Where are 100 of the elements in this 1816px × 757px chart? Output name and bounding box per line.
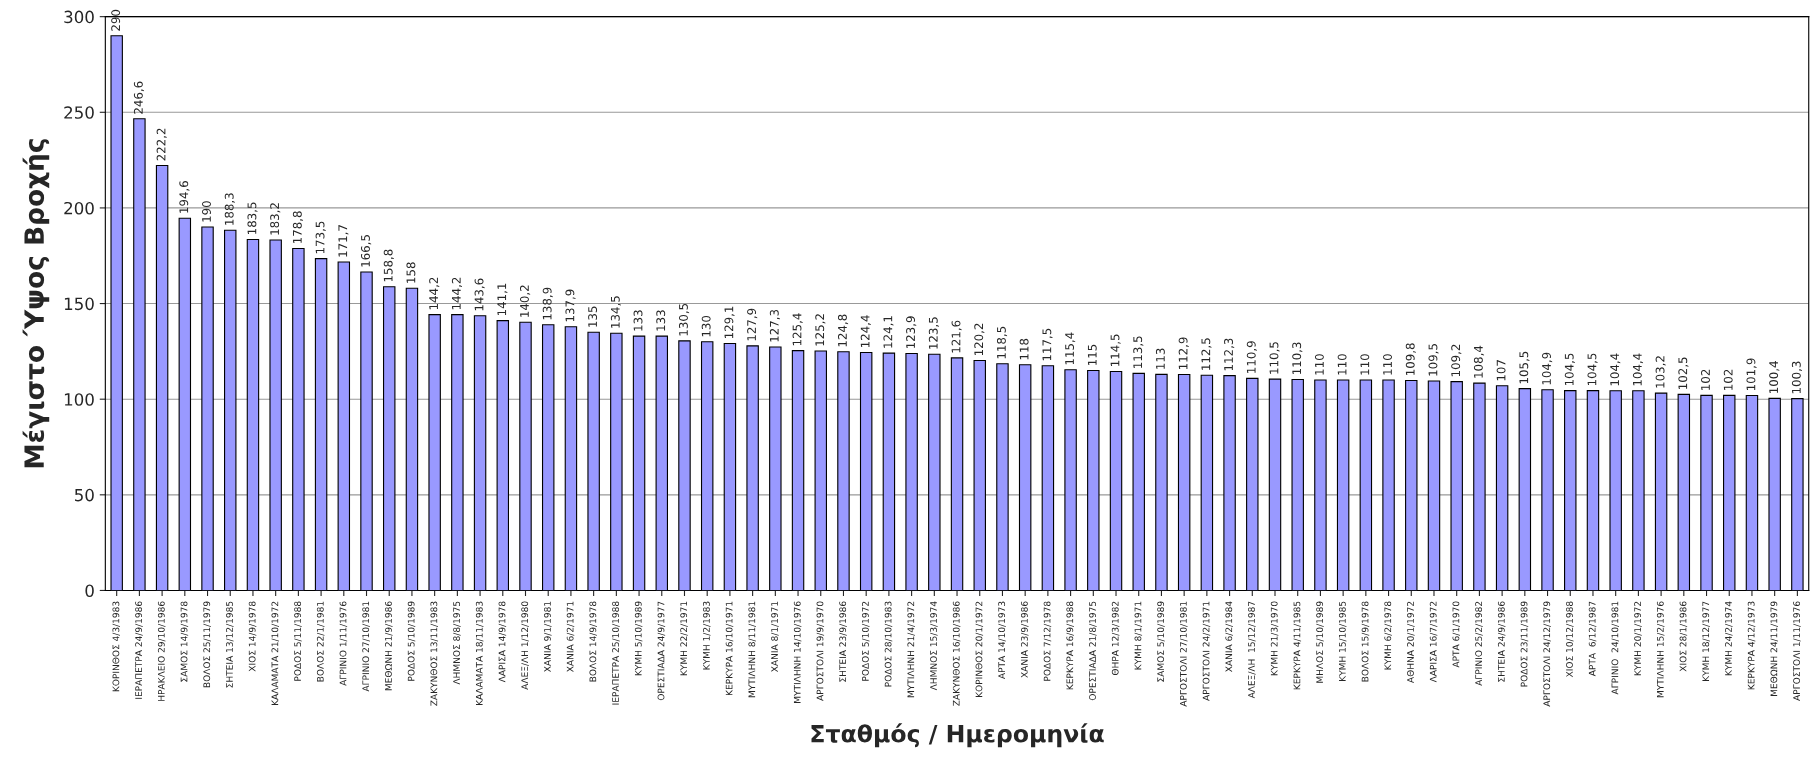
bar — [1382, 379, 1395, 591]
x-tick-label: ΧΑΝΙΑ 9/1/1981 — [544, 601, 552, 672]
bar — [564, 326, 578, 591]
data-label: 107 — [1496, 360, 1506, 381]
bar — [723, 342, 737, 591]
y-tick-label: 100 — [64, 393, 94, 406]
x-tick-label: ΑΡΤΑ 6/1/1970 — [1452, 601, 1461, 668]
x-tick-label: ΚΥΜΗ 20/1/1972 — [1634, 601, 1642, 676]
data-label: 117,5 — [1042, 328, 1053, 361]
bar — [1427, 380, 1441, 591]
bar — [496, 320, 510, 591]
data-label: 103,2 — [1655, 356, 1666, 388]
bar — [451, 314, 464, 591]
data-label: 104,5 — [1564, 353, 1575, 386]
bar — [337, 261, 351, 591]
x-tick-label: ΖΑΚΥΝΘΟΣ 13/11/1983 — [430, 601, 438, 706]
bar — [1177, 373, 1191, 591]
data-label: 290 — [111, 9, 121, 31]
data-label: 190 — [202, 201, 211, 222]
bar — [1132, 372, 1145, 591]
data-label: 123,9 — [906, 316, 917, 349]
x-tick-label: ΚΥΜΗ 1/2/1983 — [702, 601, 711, 670]
x-tick-label: ΚΥΜΗ 24/2/1974 — [1725, 601, 1733, 676]
x-tick-label: ΣΗΤΕΙΑ 24/9/1986 — [1497, 601, 1506, 682]
x-tick-label: ΙΕΡΑΠΕΤΡΑ 25/10/1988 — [612, 601, 620, 705]
bar — [632, 335, 646, 591]
bar — [882, 352, 896, 591]
data-label: 109,2 — [1451, 344, 1462, 377]
data-label: 138,9 — [542, 287, 553, 320]
bar — [1359, 379, 1373, 591]
data-label: 110 — [1360, 354, 1370, 375]
bar — [1632, 390, 1645, 591]
data-label: 158 — [406, 262, 416, 283]
y-axis-title: Μέγιστο Ύψος Βροχής — [22, 139, 50, 468]
bar — [224, 229, 237, 591]
bar — [859, 351, 873, 591]
data-label: 102 — [1701, 369, 1710, 390]
bar — [178, 217, 192, 591]
x-tick-label: ΟΡΕΣΤΙΑΔΑ 21/8/1975 — [1089, 601, 1097, 701]
y-tick-label: 150 — [64, 297, 94, 311]
data-label: 125,2 — [815, 314, 826, 346]
bar — [837, 351, 850, 591]
x-tick-label: ΑΛΕΞ/ΛΗ 1/12/1980 — [521, 601, 529, 690]
x-tick-label: ΚΕΡΚΥΡΑ 4/12/1973 — [1747, 601, 1756, 690]
data-label: 120,2 — [974, 323, 985, 356]
x-tick-label: ΜΥΤΙΛΗΝΗ 14/10/1976 — [793, 601, 802, 703]
x-tick-label: ΧΙΟΣ 10/12/1988 — [1566, 601, 1574, 678]
data-label: 104,9 — [1542, 352, 1553, 385]
x-tick-label: ΖΑΚΥΝΘΟΣ 16/10/1986 — [952, 601, 961, 706]
bar — [1745, 395, 1759, 591]
data-label: 127,9 — [747, 308, 758, 341]
x-tick-label: ΒΟΛΟΣ 25/11/1979 — [203, 601, 211, 688]
x-tick-label: ΑΓΡΙΝΙΟ 1/11/1976 — [339, 601, 348, 686]
bar — [996, 363, 1009, 591]
x-tick-label: ΧΑΝΙΑ 23/9/1986 — [1020, 601, 1029, 678]
data-label: 113,5 — [1133, 336, 1144, 368]
bar — [269, 239, 282, 591]
x-tick-label: ΚΕΡΚΥΡΑ 4/11/1985 — [1293, 601, 1302, 690]
bar — [246, 238, 260, 591]
x-tick-label: ΑΡΓΟΣΤΟΛΙ 27/10/1981 — [1179, 601, 1188, 707]
bar — [360, 271, 373, 591]
bar — [1609, 390, 1622, 591]
x-tick-label: ΑΡΓΟΣΤΟΛΙ 24/12/1979 — [1543, 601, 1551, 707]
x-tick-label: ΛΑΡΙΣΑ 14/9/1978 — [498, 601, 507, 683]
data-label: 188,3 — [224, 193, 235, 225]
x-tick-label: ΧΙΟΣ 14/9/1978 — [248, 601, 257, 672]
bar — [1336, 379, 1350, 591]
bar — [700, 341, 714, 591]
x-tick-label: ΚΥΜΗ 22/2/1971 — [680, 601, 688, 676]
data-label: 112,3 — [1224, 338, 1235, 371]
data-label: 104,4 — [1632, 353, 1644, 386]
data-label: 194,6 — [179, 181, 190, 213]
bar — [769, 346, 782, 591]
x-tick-label: ΘΗΡΑ 12/3/1982 — [1111, 601, 1120, 676]
data-label: 104,5 — [1587, 353, 1598, 386]
x-tick-label: ΑΡΤΑ 14/10/1973 — [998, 601, 1006, 680]
data-label: 110,9 — [1246, 341, 1257, 373]
data-label: 129,1 — [724, 306, 735, 339]
bar — [1155, 373, 1168, 591]
data-label: 124,8 — [837, 314, 849, 347]
bar — [1246, 377, 1259, 591]
bar — [1677, 393, 1691, 591]
bar — [1200, 374, 1214, 591]
data-label: 110 — [1383, 354, 1392, 375]
bar — [1768, 397, 1781, 591]
bar — [473, 315, 487, 591]
x-tick-label: ΚΑΛΑΜΑΤΑ 21/10/1972 — [271, 601, 279, 705]
bar — [655, 335, 669, 591]
data-label: 109,5 — [1428, 344, 1439, 376]
x-tick-label: ΜΥΤΙΛΗΝΗ 21/4/1972 — [907, 601, 915, 698]
bar — [1041, 365, 1055, 591]
data-label: 125,4 — [792, 313, 803, 346]
x-tick-label: ΡΟΔΟΣ 23/11/1989 — [1520, 601, 1529, 687]
data-label: 121,6 — [951, 320, 962, 353]
x-tick-label: ΒΟΛΟΣ 14/9/1978 — [589, 601, 597, 682]
data-label: 115 — [1087, 344, 1097, 366]
data-label: 118,5 — [996, 326, 1008, 359]
x-tick-label: ΛΑΡΙΣΑ 16/7/1972 — [1429, 601, 1438, 683]
bar — [1473, 382, 1486, 591]
data-label: 100,4 — [1769, 361, 1780, 393]
